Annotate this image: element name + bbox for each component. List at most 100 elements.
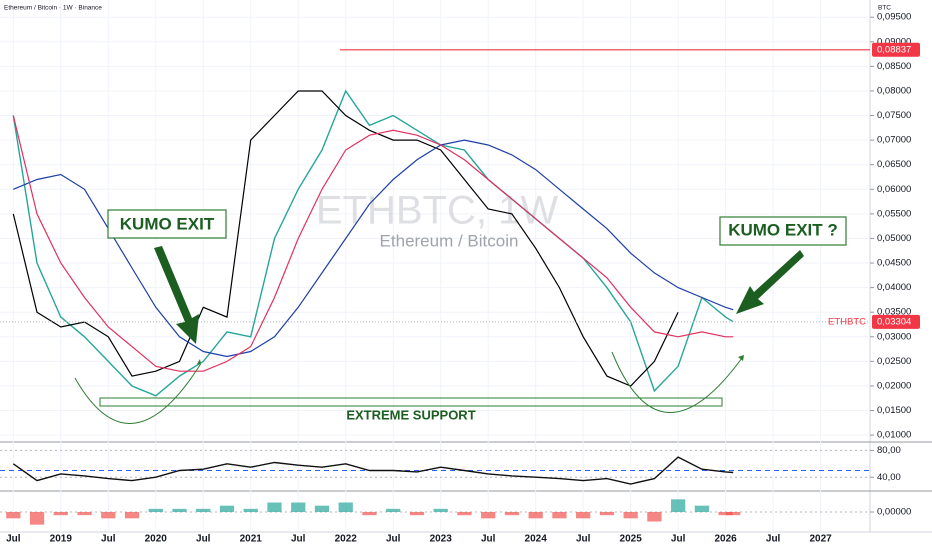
price-tag	[872, 314, 920, 329]
x-tick-label: Jul	[671, 534, 686, 545]
annotation: KUMO EXIT	[120, 214, 215, 233]
series-line	[12, 89, 734, 397]
support-zone	[99, 397, 723, 407]
x-tick-label: 2027	[809, 534, 832, 545]
x-tick-label: Jul	[196, 534, 211, 545]
y-tick-label: 0,05500	[877, 208, 911, 219]
histogram-bar	[671, 499, 686, 512]
y-tick-label: 0,02500	[877, 356, 911, 367]
histogram-bar	[528, 512, 543, 519]
histogram-bar	[338, 502, 353, 512]
price-tag-label: 0,03304	[877, 316, 911, 327]
histogram-bar	[599, 512, 615, 516]
symbol-label: ETHBTC	[828, 316, 866, 327]
x-tick-label: 2025	[620, 534, 643, 545]
y-tick-label: 0,07000	[877, 135, 911, 146]
histogram-bar	[576, 512, 591, 519]
y-tick-label: 0,01500	[877, 405, 911, 416]
histogram-bar	[726, 512, 741, 516]
x-tick-label: 2020	[145, 534, 168, 545]
histogram-bar	[433, 508, 448, 512]
histogram-bar	[148, 508, 163, 512]
arrow	[736, 250, 804, 314]
histogram-bar	[623, 512, 638, 519]
series-line	[12, 456, 734, 485]
histogram-bar	[291, 502, 306, 512]
x-tick-label: 2019	[50, 534, 73, 545]
x-tick-label: Jul	[766, 534, 781, 545]
y-tick-label: 80,00	[877, 445, 901, 456]
y-tick-label: 0,08500	[877, 61, 911, 72]
watermark: ETHBTC, 1W	[316, 189, 558, 233]
x-tick-label: Jul	[481, 534, 496, 545]
histogram-bar	[53, 512, 68, 516]
y-tick-label: 0,04000	[877, 282, 911, 293]
price-tag	[872, 42, 920, 57]
y-tick-label: 0,08000	[877, 85, 911, 96]
y-tick-label: 0,06500	[877, 159, 911, 170]
series-line	[12, 115, 734, 372]
x-tick-label: Jul	[101, 534, 116, 545]
y-tick-label: 0,02000	[877, 380, 911, 391]
arrowhead	[738, 355, 744, 361]
arrowhead	[197, 359, 201, 365]
histogram-bar	[29, 512, 45, 525]
plot	[0, 49, 870, 525]
curve	[611, 351, 743, 413]
histogram-bar	[362, 512, 377, 516]
histogram-bar	[457, 512, 472, 516]
annotation: EXTREME SUPPORT	[346, 407, 475, 422]
unit-label: BTC	[878, 5, 891, 12]
histogram-bar	[314, 505, 330, 512]
y-tick-label: 0,00000	[877, 507, 911, 518]
y-tick-label: 0,03500	[877, 307, 911, 318]
histogram-bar	[6, 512, 21, 519]
y-tick-label: 0,09000	[877, 36, 911, 47]
histogram-bar	[409, 512, 425, 516]
x-tick-label: Jul	[6, 534, 21, 545]
curve	[74, 364, 201, 424]
x-tick-label: 2026	[715, 534, 738, 545]
histogram-bar	[172, 508, 187, 512]
histogram-bar	[481, 512, 496, 519]
price-tag-label: 0,08837	[877, 44, 911, 55]
y-tick-label: 40,00	[877, 472, 901, 483]
x-tick-label: 2021	[240, 534, 263, 545]
y-tick-label: 0,09500	[877, 12, 911, 23]
histogram-bar	[718, 512, 733, 516]
histogram-bar	[694, 505, 710, 512]
chart-title: Ethereum / Bitcoin · 1W · Binance	[4, 5, 102, 12]
x-tick-label: 2022	[335, 534, 358, 545]
histogram-bar	[267, 502, 282, 512]
x-tick-label: 2024	[525, 534, 548, 545]
histogram-bar	[196, 508, 211, 512]
y-tick-label: 0,05000	[877, 233, 911, 244]
annotation: KUMO EXIT ?	[728, 220, 838, 239]
histogram-bar	[386, 508, 401, 512]
watermark-subtitle: Ethereum / Bitcoin	[380, 231, 519, 250]
histogram-bar	[101, 512, 116, 519]
histogram-bar	[647, 512, 662, 522]
series-line	[12, 90, 679, 387]
x-tick-label: Jul	[291, 534, 306, 545]
histogram-bar	[504, 512, 520, 516]
x-tick-label: Jul	[576, 534, 591, 545]
y-tick-label: 0,04500	[877, 258, 911, 269]
series-line	[13, 139, 734, 358]
y-tick-label: 0,06000	[877, 184, 911, 195]
histogram-bar	[77, 512, 92, 516]
histogram-bar	[124, 512, 140, 519]
grid	[0, 0, 870, 532]
y-tick-label: 0,01000	[877, 430, 911, 441]
histogram-bar	[552, 512, 567, 519]
arrow	[154, 246, 199, 344]
histogram-bar	[243, 508, 258, 512]
annotation-box	[719, 216, 847, 246]
y-tick-label: 0,03000	[877, 331, 911, 342]
annotation-box	[107, 209, 227, 239]
x-tick-label: Jul	[386, 534, 401, 545]
y-tick-label: 0,07500	[877, 110, 911, 121]
x-tick-label: 2023	[430, 534, 453, 545]
